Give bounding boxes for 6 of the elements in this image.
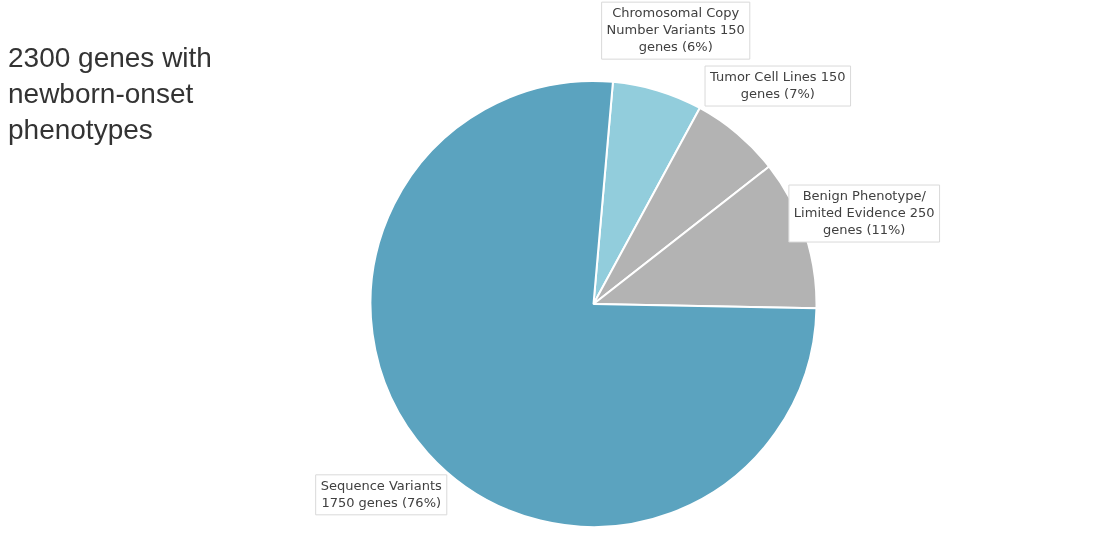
text: 2300 genes with newborn-onset phenotypes <box>8 41 213 147</box>
slice-label: Sequence Variants <box>320 477 443 493</box>
data-label: 1750 genes (76%) <box>321 494 442 510</box>
slice-label: Chromosomal Copy Number Variants 150 genes (6%) <box>606 5 745 55</box>
slice-label: Benign Phenotype/ Limited Evidence 250 genes (11%) <box>793 187 935 237</box>
slice-label: Tumor Cell Lines 150 genes (7%) <box>709 68 846 101</box>
